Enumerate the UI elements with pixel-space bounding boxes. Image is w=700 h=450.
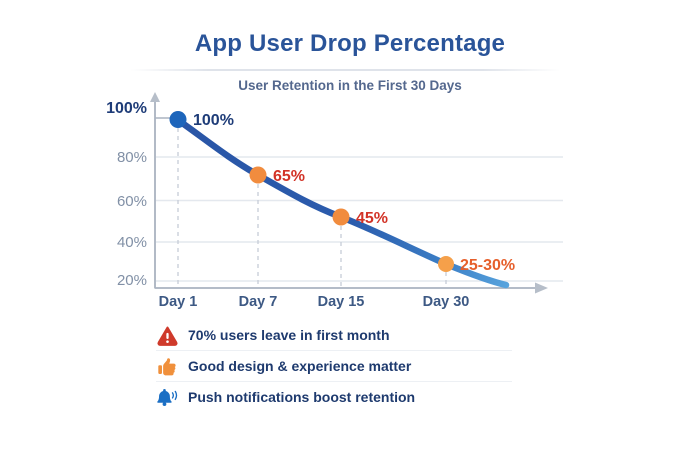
data-point-day30 xyxy=(438,256,454,272)
list-item: 70% users leave in first month xyxy=(156,320,512,350)
retention-line xyxy=(174,116,510,289)
point-label-day30: 25-30% xyxy=(460,257,515,274)
point-label-day7: 65% xyxy=(273,168,305,185)
x-label-day1: Day 1 xyxy=(159,294,198,310)
bell-icon xyxy=(156,386,178,408)
thumbs-up-icon xyxy=(156,355,178,377)
x-label-day15: Day 15 xyxy=(318,294,365,310)
y-tick-40: 40% xyxy=(117,234,147,251)
insight-text: 70% users leave in first month xyxy=(188,327,390,343)
insight-text: Good design & experience matter xyxy=(188,358,412,374)
title-divider xyxy=(130,69,560,71)
point-label-day15: 45% xyxy=(356,210,388,227)
x-label-day7: Day 7 xyxy=(239,294,278,310)
list-item: Good design & experience matter xyxy=(156,350,512,381)
page-subtitle: User Retention in the First 30 Days xyxy=(238,78,462,93)
y-tick-100: 100% xyxy=(106,100,147,117)
page-title: App User Drop Percentage xyxy=(194,30,506,57)
x-axis xyxy=(155,282,548,294)
retention-line-chart: 100% 65% 45% 25-30% 100% 80% 60% 40% 20%… xyxy=(106,92,563,310)
y-tick-80: 80% xyxy=(117,149,147,166)
insights-list: 70% users leave in first month Good desi… xyxy=(156,320,512,412)
insight-text: Push notifications boost retention xyxy=(188,389,416,405)
list-item: Push notifications boost retention xyxy=(156,381,512,412)
data-point-day7 xyxy=(249,166,267,184)
dashed-droplines xyxy=(177,128,447,287)
warning-icon xyxy=(156,324,178,346)
point-label-day1: 100% xyxy=(193,112,234,129)
x-label-day30: Day 30 xyxy=(423,294,470,310)
data-point-day1 xyxy=(169,111,187,128)
data-point-day15 xyxy=(332,208,350,226)
y-tick-20: 20% xyxy=(117,272,147,289)
y-tick-60: 60% xyxy=(117,193,147,210)
